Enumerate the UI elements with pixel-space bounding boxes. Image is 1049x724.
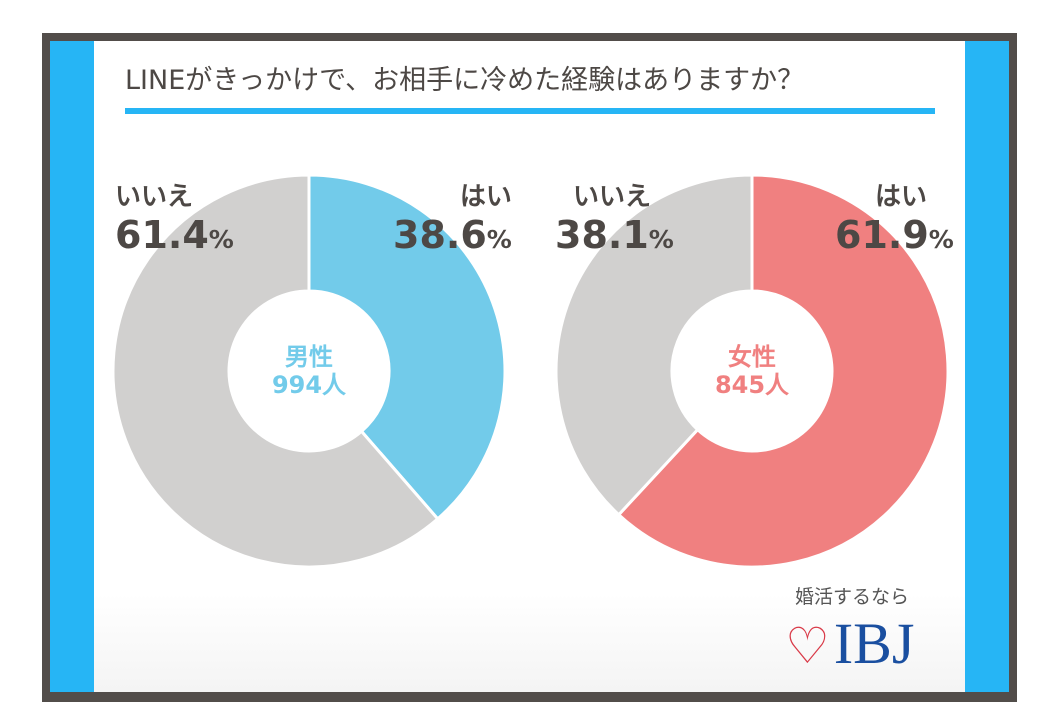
center-female: 女性 845人: [714, 343, 790, 399]
label-m-yes: はい 38.6%: [393, 182, 512, 257]
slice-0-0: [307, 173, 507, 521]
slice-1-0: [616, 173, 950, 569]
panel: [94, 41, 965, 692]
ibj-logo: ♡IBJ: [785, 611, 915, 676]
brand-tagline: 婚活するなら: [795, 586, 910, 608]
title-underline: [125, 108, 935, 114]
slice-1-1: [554, 173, 754, 517]
chart-title: LINEがきっかけで、お相手に冷めた経験はありますか？: [125, 65, 805, 96]
slice-0-1: [111, 173, 440, 569]
left-bar: [50, 41, 94, 692]
label-f-yes: はい 61.9%: [835, 182, 954, 257]
center-male: 男性 994人: [271, 343, 347, 399]
label-m-no: いいえ 61.4%: [115, 182, 234, 257]
right-bar: [965, 41, 1009, 692]
heart-icon: ♡: [785, 618, 830, 674]
label-f-no: いいえ 38.1%: [555, 182, 674, 257]
